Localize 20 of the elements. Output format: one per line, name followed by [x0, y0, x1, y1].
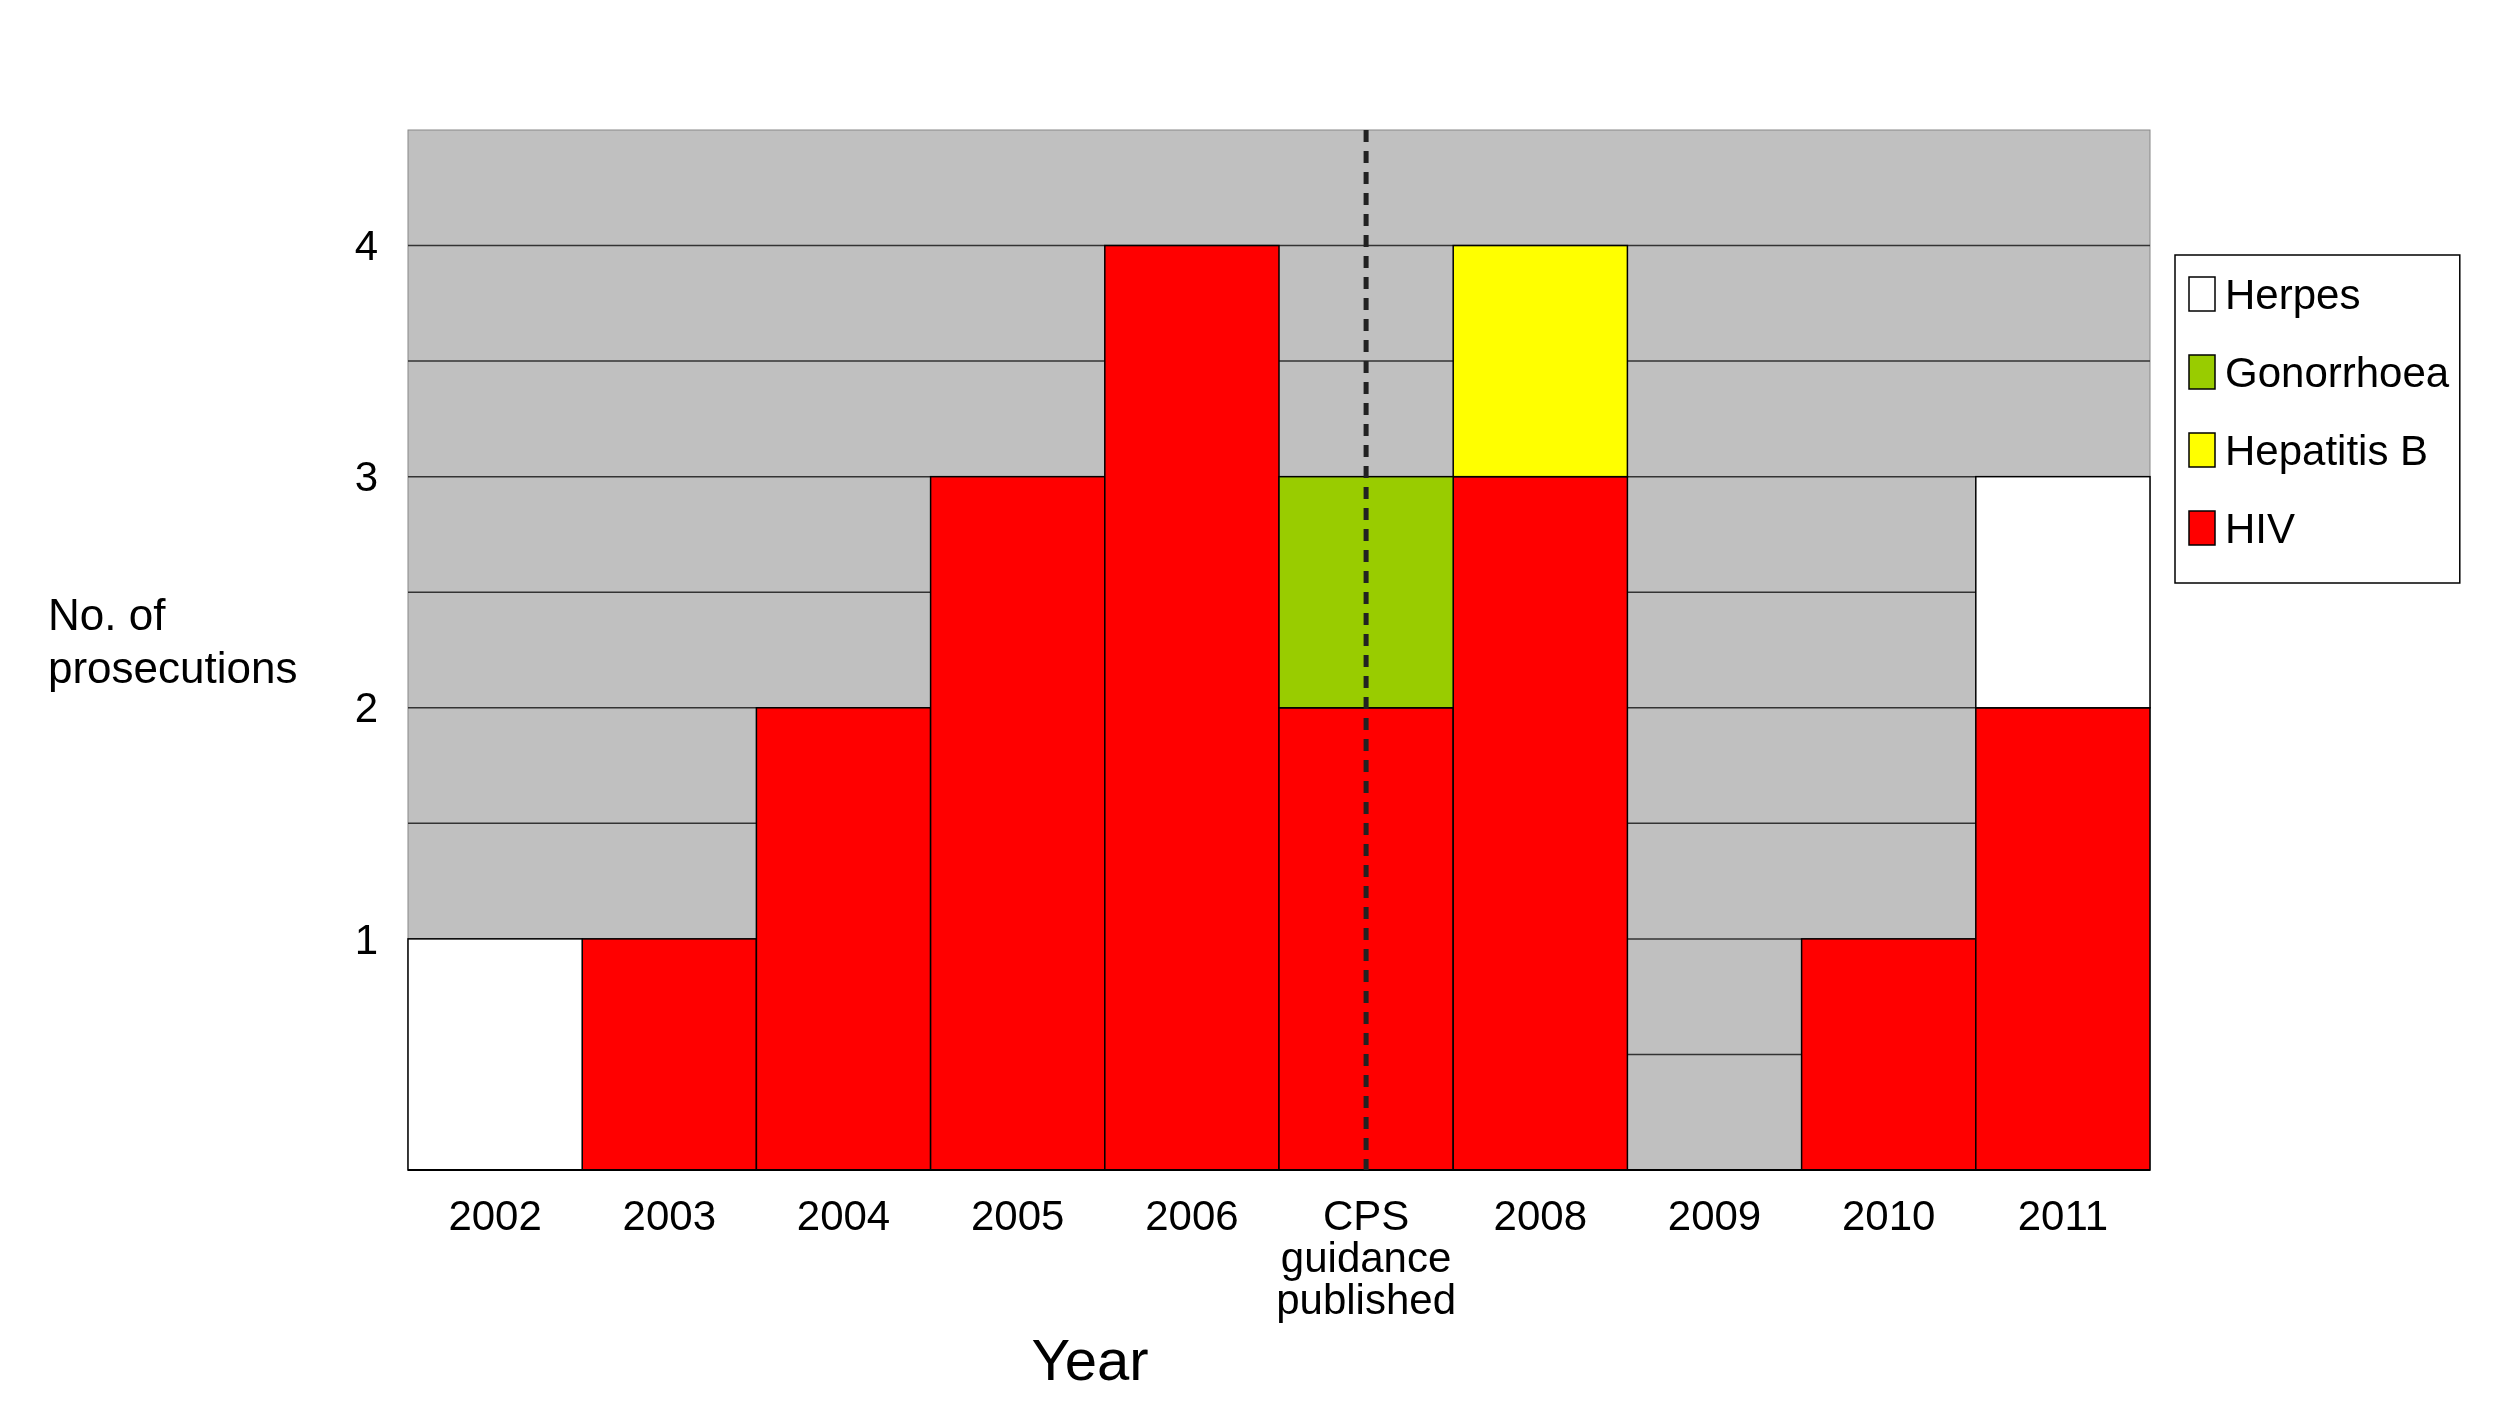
y-tick-label: 4 [354, 222, 378, 270]
x-tick-label: 2011 [2017, 1192, 2109, 1239]
x-tick-label: CPS guidance published [1276, 1192, 1457, 1323]
legend-label: Herpes [2225, 270, 2361, 318]
y-axis-title: No. of prosecutions [48, 590, 298, 692]
x-tick-label: 2005 [970, 1192, 1065, 1239]
x-tick-label: 2008 [1493, 1192, 1588, 1239]
y-tick-label: 3 [354, 453, 378, 501]
y-tick-label: 1 [354, 915, 378, 963]
legend-label: Hepatitis B [2225, 426, 2429, 474]
legend-label: HIV [2225, 504, 2296, 552]
x-tick-label: 2010 [1841, 1192, 1936, 1239]
legend-label: Gonorrhoea [2225, 348, 2450, 396]
x-tick-label: 2002 [448, 1192, 542, 1239]
x-tick-label: 2004 [796, 1192, 891, 1239]
x-tick-label: 2006 [1145, 1192, 1239, 1239]
x-axis-title: Year [1031, 1327, 1149, 1392]
x-tick-label: 2003 [622, 1192, 717, 1239]
y-tick-label: 2 [354, 684, 378, 732]
x-tick-label: 2009 [1667, 1192, 1762, 1239]
